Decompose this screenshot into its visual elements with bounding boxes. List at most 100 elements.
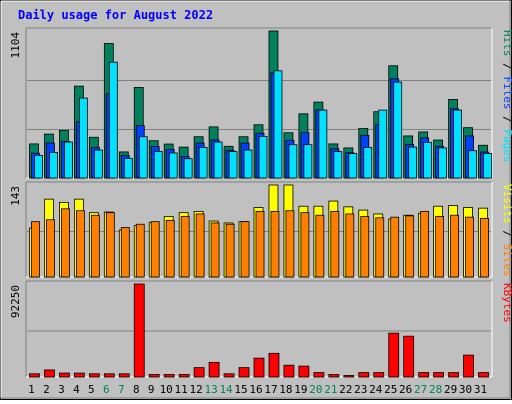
bar-kbytes — [283, 364, 295, 378]
bar-pages — [93, 149, 103, 179]
series-legend: KBytes — [501, 283, 512, 323]
bar-pages — [108, 61, 118, 179]
bar-pages — [318, 109, 328, 179]
x-tick-label: 26 — [399, 383, 412, 396]
bar-kbytes — [403, 335, 415, 378]
bar-sites — [480, 218, 489, 278]
x-tick-label: 14 — [219, 383, 233, 396]
legend-label: Visits — [501, 184, 512, 224]
bar-pages — [64, 141, 73, 179]
bar-kbytes — [118, 373, 130, 378]
bar-sites — [300, 212, 310, 278]
x-tick-label: 2 — [43, 383, 50, 396]
bar-pages — [198, 146, 208, 179]
x-tick-label: 23 — [354, 383, 367, 396]
x-tick-label: 16 — [249, 383, 262, 396]
bar-sites — [105, 212, 115, 278]
legend-label: Pages — [501, 129, 512, 162]
bar-sites — [450, 214, 459, 278]
x-tick-label: 4 — [73, 383, 80, 396]
bar-sites — [330, 210, 340, 278]
x-tick-label: 24 — [369, 383, 383, 396]
bar-sites — [240, 221, 250, 278]
x-axis: 1 2 3 4 5 6 7 8 9 10 11 12 13 14 15 16 17 18 19 20 21 22 23 24 2… — [28, 383, 487, 396]
bar-pages — [348, 153, 358, 179]
x-tick-label: 27 — [414, 383, 427, 396]
bar-sites — [315, 214, 325, 278]
x-tick-label: 13 — [204, 383, 217, 396]
bar-sites — [165, 219, 175, 278]
bar-pages — [468, 150, 477, 179]
legend-label: Sites — [501, 244, 512, 277]
bar-pages — [438, 147, 448, 179]
bar-pages — [168, 152, 178, 179]
x-tick-label: 11 — [175, 383, 188, 396]
bar-sites — [435, 216, 445, 278]
x-tick-label: 22 — [339, 383, 352, 396]
legend-label: / — [501, 110, 512, 130]
bar-pages — [228, 151, 238, 179]
bar-sites — [135, 223, 145, 278]
x-tick-label: 15 — [234, 383, 247, 396]
bar-kbytes — [358, 372, 370, 378]
bar-kbytes — [253, 357, 265, 378]
legend-label: Hits — [501, 30, 512, 57]
x-tick-label: 17 — [264, 383, 277, 396]
bar-kbytes — [133, 283, 145, 378]
bar-pages — [393, 81, 403, 179]
bar-pages — [258, 136, 268, 179]
bar-sites — [420, 210, 430, 278]
bar-kbytes — [163, 374, 175, 378]
bar-kbytes — [298, 365, 310, 378]
x-tick-label: 9 — [148, 383, 155, 396]
panel-hits-files-pages: 1104 Hits / Files / Pages — [9, 27, 512, 179]
bar-kbytes — [343, 375, 355, 378]
bar-sites — [270, 210, 280, 278]
bar-pages — [363, 146, 373, 179]
series-pages — [34, 61, 492, 179]
series-legend: Visits / Sites — [501, 184, 512, 277]
bar-pages — [423, 141, 433, 179]
series-kbytes — [29, 283, 489, 378]
bar-kbytes — [103, 373, 115, 378]
bar-kbytes — [478, 372, 489, 378]
bar-kbytes — [418, 372, 430, 378]
bar-pages — [183, 158, 193, 179]
x-tick-label: 7 — [118, 383, 125, 396]
bar-sites — [46, 219, 55, 278]
x-tick-label: 5 — [88, 383, 95, 396]
bar-kbytes — [73, 372, 85, 378]
legend-label: / — [501, 57, 512, 77]
y-max-label: 92250 — [9, 285, 22, 318]
bar-pages — [483, 153, 492, 179]
x-tick-label: 3 — [58, 383, 65, 396]
x-tick-label: 25 — [384, 383, 397, 396]
x-tick-label: 12 — [190, 383, 203, 396]
bar-sites — [375, 217, 385, 278]
bar-sites — [360, 216, 370, 278]
bar-pages — [213, 141, 223, 179]
bar-pages — [34, 154, 43, 179]
bar-kbytes — [268, 352, 280, 378]
series-sites — [31, 208, 489, 278]
bar-sites — [90, 214, 100, 278]
bar-sites — [465, 216, 474, 278]
bar-kbytes — [193, 367, 205, 378]
bar-kbytes — [373, 372, 385, 378]
bar-kbytes — [59, 372, 70, 378]
bar-kbytes — [208, 361, 220, 378]
bar-kbytes — [44, 369, 55, 378]
bar-pages — [243, 149, 253, 179]
x-tick-label: 31 — [474, 383, 487, 396]
bar-pages — [303, 144, 313, 179]
bar-kbytes — [88, 373, 100, 378]
x-tick-label: 10 — [160, 383, 173, 396]
legend-label: KBytes — [501, 283, 512, 323]
bar-pages — [408, 146, 418, 179]
bar-kbytes — [448, 372, 459, 378]
bar-pages — [49, 152, 58, 179]
bar-pages — [123, 157, 133, 179]
panel-visits-sites: 143 Visits / Sites — [9, 181, 512, 278]
x-tick-label: 18 — [279, 383, 292, 396]
bar-kbytes — [328, 374, 340, 378]
